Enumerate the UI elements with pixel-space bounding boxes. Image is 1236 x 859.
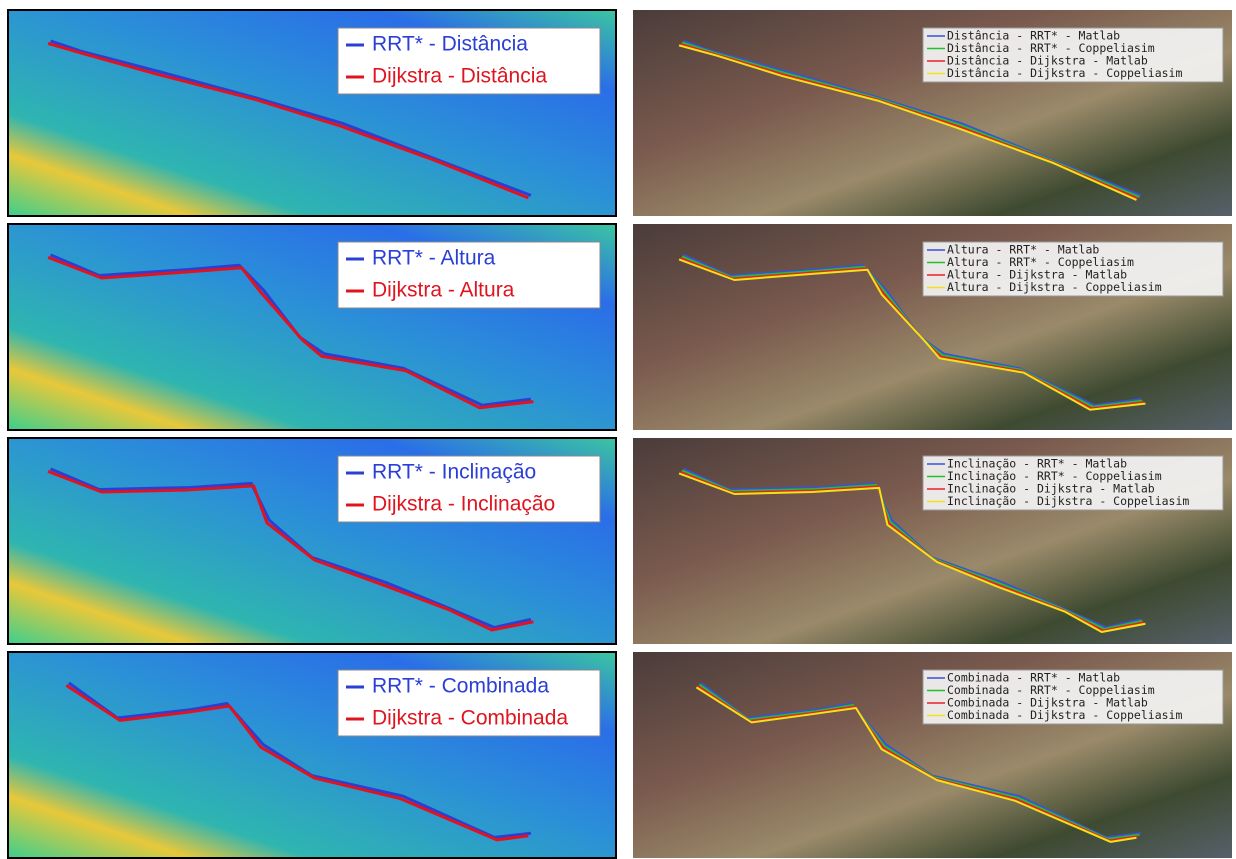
- legend-label: Dijkstra - Altura: [372, 279, 515, 302]
- legend-label: RRT* - Distância: [372, 33, 528, 56]
- legend-label: Dijkstra - Combinada: [372, 707, 568, 730]
- legend-label: Distância - Dijkstra - Coppeliasim: [947, 66, 1182, 80]
- legend-label: RRT* - Combinada: [372, 675, 549, 698]
- legend-label: RRT* - Altura: [372, 247, 496, 270]
- legend-label: Dijkstra - Inclinação: [372, 493, 555, 516]
- figure: RRT* - Distância Dijkstra - Distância RRT*…: [0, 0, 1236, 859]
- legend-label: Dijkstra - Distância: [372, 65, 547, 88]
- legend-label: Inclinação - Dijkstra - Coppeliasim: [947, 494, 1189, 508]
- legend-label: RRT* - Inclinação: [372, 461, 536, 484]
- legend-label: Combinada - Dijkstra - Coppeliasim: [947, 708, 1182, 722]
- legend-label: Altura - Dijkstra - Coppeliasim: [947, 280, 1162, 294]
